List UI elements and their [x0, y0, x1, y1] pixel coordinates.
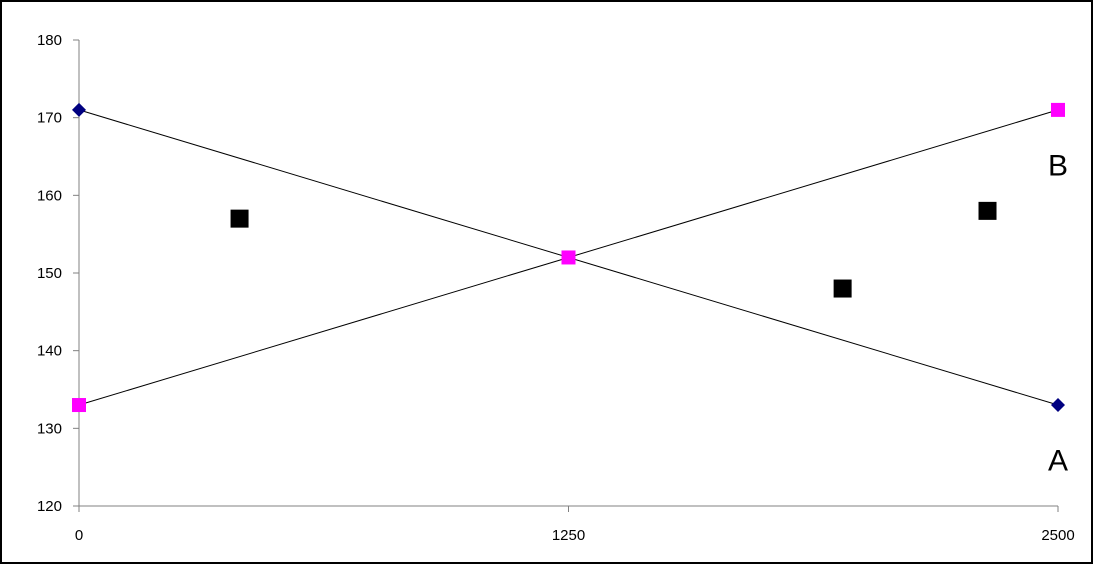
- annotation-label-a: A: [1048, 444, 1068, 477]
- x-tick-label: 2500: [1041, 527, 1074, 544]
- y-tick-label: 120: [37, 498, 62, 515]
- tick-marks: [73, 39, 1059, 512]
- y-tick-label: 160: [37, 187, 62, 204]
- data-point-diamond: [72, 102, 86, 117]
- y-tick-label: 170: [37, 110, 62, 127]
- annotation-label-b: B: [1048, 149, 1068, 182]
- axes: [78, 40, 1058, 507]
- data-point-square: [230, 209, 249, 228]
- series-markers: [72, 102, 1065, 413]
- tick-labels: 120 130 140 150 160 170 180 0 1250 2500: [37, 32, 1075, 544]
- y-tick-label: 180: [37, 32, 62, 49]
- data-point-diamond: [1051, 398, 1065, 413]
- y-tick-label: 130: [37, 420, 62, 437]
- data-point-square: [833, 279, 852, 298]
- data-point-square: [1051, 102, 1065, 117]
- x-tick-label: 1250: [552, 527, 585, 544]
- y-tick-label: 150: [37, 265, 62, 282]
- data-point-square: [561, 250, 576, 265]
- data-point-square: [72, 398, 86, 413]
- y-tick-label: 140: [37, 343, 62, 360]
- annotations: BA: [1048, 149, 1068, 477]
- data-point-square: [978, 201, 997, 220]
- x-tick-label: 0: [75, 527, 83, 544]
